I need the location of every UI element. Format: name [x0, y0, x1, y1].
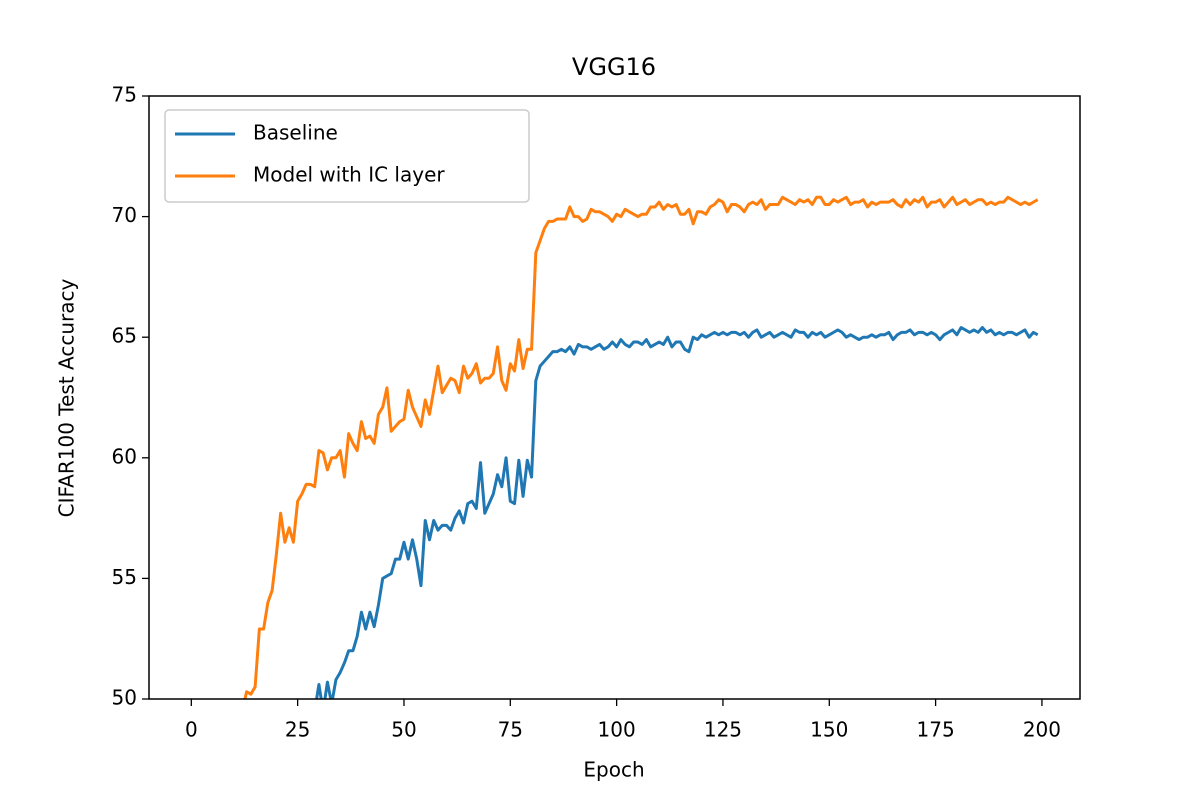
legend-box — [164, 109, 530, 203]
legend-label: Model with IC layer — [253, 163, 445, 187]
y-tick-label: 65 — [112, 324, 137, 348]
x-tick-label: 125 — [704, 718, 742, 742]
y-tick-label: 70 — [112, 203, 137, 227]
data-line — [243, 195, 1039, 699]
x-tick-label: 50 — [391, 718, 416, 742]
x-tick-label: 200 — [1023, 718, 1061, 742]
x-tick-label: 0 — [185, 718, 198, 742]
x-tick-label: 75 — [498, 718, 523, 742]
legend-label: Baseline — [253, 121, 338, 145]
axes-frame — [148, 95, 1081, 700]
y-tick-label: 60 — [112, 444, 137, 468]
x-tick-label: 175 — [917, 718, 955, 742]
y-axis-label: CIFAR100 Test Accuracy — [55, 278, 79, 517]
x-tick-label: 100 — [598, 718, 636, 742]
y-tick-label: 50 — [112, 686, 137, 710]
data-line — [315, 326, 1039, 699]
y-tick-label: 75 — [112, 83, 137, 107]
plot-area — [243, 195, 1039, 699]
x-tick-label: 25 — [285, 718, 310, 742]
y-tick-label: 55 — [112, 565, 137, 589]
x-tick-label: 150 — [810, 718, 848, 742]
x-axis-label: Epoch — [583, 758, 644, 782]
chart-title: VGG16 — [572, 53, 656, 81]
